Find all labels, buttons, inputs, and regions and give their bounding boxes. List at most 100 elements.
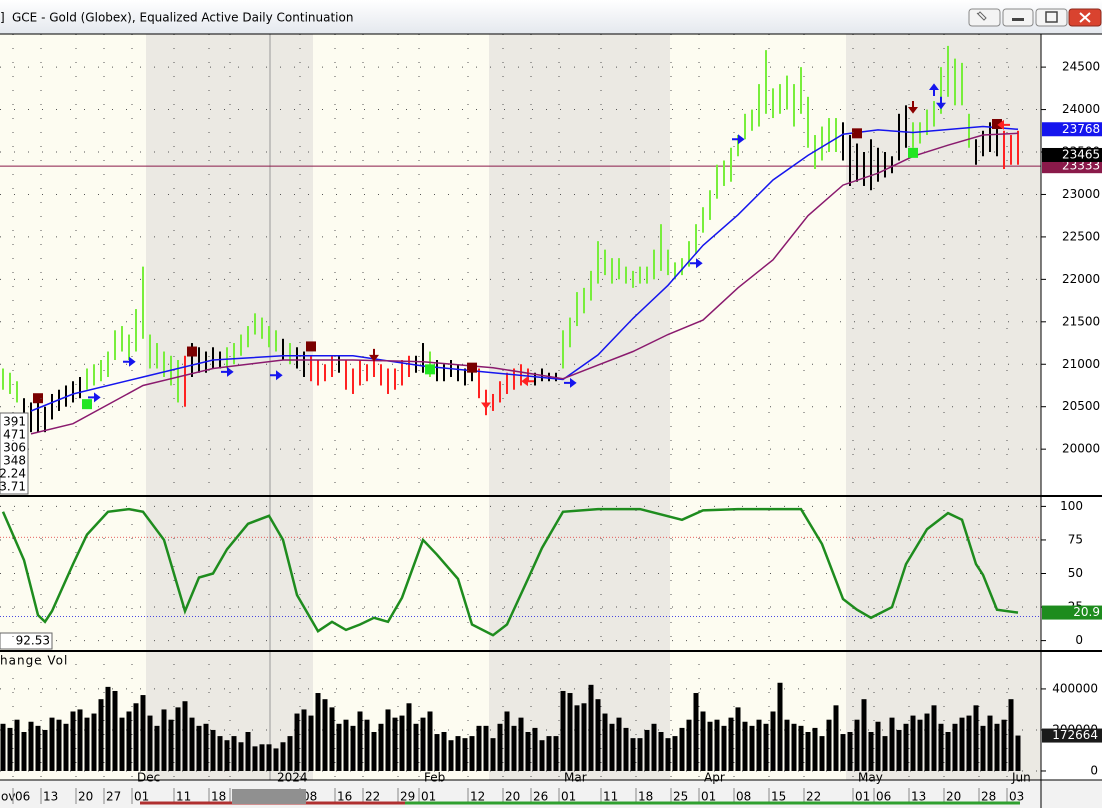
- volume-bar: [301, 709, 307, 771]
- volume-bar: [56, 719, 62, 771]
- volume-bar: [448, 740, 454, 771]
- volume-bar: [728, 717, 734, 771]
- volume-bar: [546, 736, 552, 771]
- value-label: 172664: [1052, 728, 1098, 742]
- volume-bar: [21, 732, 27, 771]
- volume-bar: [84, 717, 90, 771]
- month-label: Dec: [137, 771, 160, 785]
- cursor-date-box: [232, 789, 306, 804]
- signal-marker: [306, 341, 316, 352]
- volume-bar: [343, 719, 349, 771]
- volume-bar: [273, 748, 279, 771]
- volume-bar: [917, 719, 923, 771]
- signal-marker: [33, 393, 43, 404]
- volume-bar: [133, 703, 139, 771]
- volume-bar: [210, 729, 216, 771]
- volume-bar: [875, 721, 881, 771]
- info-value: 471: [3, 428, 26, 442]
- signal-marker: [425, 364, 435, 375]
- volume-bar: [952, 723, 958, 771]
- signal-arrow: [521, 376, 534, 387]
- volume-bar: [910, 715, 916, 771]
- month-label: 2024: [277, 771, 308, 785]
- volume-bar: [630, 738, 636, 771]
- pin-button[interactable]: [968, 8, 1001, 27]
- volume-bar: [658, 732, 664, 771]
- volume-bar: [112, 690, 118, 771]
- window-title: GCE - Gold (Globex), Equalized Active Da…: [12, 11, 353, 25]
- volume-bar: [924, 713, 930, 771]
- volume-bar: [287, 736, 293, 771]
- volume-bar: [847, 732, 853, 771]
- volume-bar: [588, 684, 594, 771]
- volume-bar: [147, 715, 153, 771]
- volume-bar: [616, 717, 622, 771]
- volume-bar: [364, 719, 370, 771]
- volume-bar: [35, 725, 41, 771]
- x-tick-label: 13: [911, 790, 926, 804]
- x-tick-label: 06: [876, 790, 891, 804]
- x-tick-label: 20: [78, 790, 93, 804]
- volume-bar: [294, 713, 300, 771]
- volume-bar: [350, 725, 356, 771]
- month-label: Apr: [704, 771, 725, 785]
- volume-bar: [14, 719, 20, 771]
- volume-bar: [966, 715, 972, 771]
- volume-bar: [826, 719, 832, 771]
- volume-bar: [567, 693, 573, 771]
- volume-bar: [497, 723, 503, 771]
- volume-bar: [609, 723, 615, 771]
- info-value: 348: [3, 454, 26, 468]
- volume-bar: [1015, 735, 1021, 771]
- volume-bar: [357, 711, 363, 771]
- x-tick-label: 18: [638, 790, 653, 804]
- volume-bar: [504, 711, 510, 771]
- oscillator-line: [1, 507, 1019, 637]
- volume-bar: [406, 703, 412, 771]
- x-tick-label: 11: [176, 790, 191, 804]
- volume-bar: [392, 717, 398, 771]
- title-bar: [0, 0, 1102, 34]
- volume-bar: [882, 736, 888, 771]
- volume-bar: [840, 734, 846, 771]
- month-label: Feb: [424, 771, 445, 785]
- volume-bar: [595, 699, 601, 771]
- volume-bar: [140, 695, 146, 771]
- panel-backgrounds: [0, 34, 1102, 808]
- volume-bar: [903, 723, 909, 771]
- volume-bar: [259, 744, 265, 771]
- volume-bar: [91, 713, 97, 771]
- volume-bar: [224, 740, 230, 771]
- volume-bar: [889, 717, 895, 771]
- volume-bar: [42, 729, 48, 771]
- x-tick-label: 15: [771, 790, 786, 804]
- x-tick-label: 25: [673, 790, 688, 804]
- volume-bar: [322, 699, 328, 771]
- x-tick-label: 01: [134, 790, 149, 804]
- minimize-button[interactable]: [1002, 8, 1034, 27]
- volume-bar: [511, 725, 517, 771]
- volume-bar: [770, 711, 776, 771]
- volume-bar: [420, 717, 426, 771]
- x-tick-label: 11: [603, 790, 618, 804]
- volume-bar: [280, 742, 286, 771]
- maximize-button[interactable]: [1035, 8, 1068, 27]
- info-value: 3.71: [0, 480, 26, 494]
- value-label: 20.9: [1073, 605, 1100, 619]
- volume-bar: [973, 705, 979, 771]
- volume-bar: [0, 723, 6, 771]
- x-tick-label: 13: [43, 790, 58, 804]
- volume-bar: [217, 736, 223, 771]
- x-tick-label: 08: [736, 790, 751, 804]
- volume-bar: [28, 721, 34, 771]
- volume-bar: [945, 732, 951, 771]
- volume-bar: [252, 746, 258, 771]
- signal-marker: [467, 362, 477, 373]
- signal-arrow: [88, 392, 101, 403]
- month-shade: [146, 34, 313, 780]
- maximize-icon: [1045, 11, 1058, 23]
- volume-bar: [154, 725, 160, 771]
- volume-bar: [931, 705, 937, 771]
- volume-bar: [413, 723, 419, 771]
